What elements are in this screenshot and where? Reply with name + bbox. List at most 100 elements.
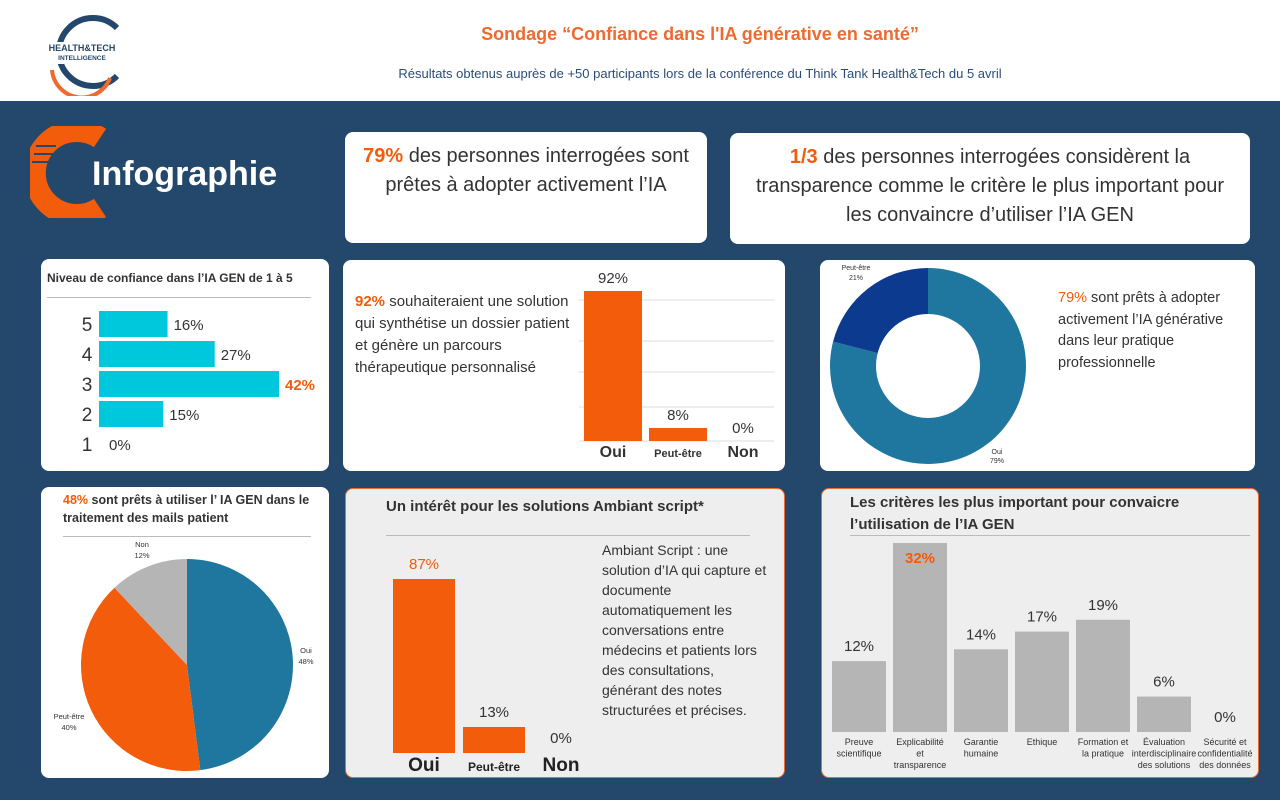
mails-pie-slice xyxy=(114,559,187,665)
adoption-donut-category-label: Peut-être xyxy=(842,265,871,272)
synthese-highlight: 92% xyxy=(355,293,386,310)
kpi-transparence-text: 1/3 des personnes interrogées considèren… xyxy=(730,143,1250,230)
confidence-value-label: 16% xyxy=(174,317,204,334)
card-synthese: 92% souhaiteraient une solution qui synt… xyxy=(343,260,785,471)
mails-pie-category-label: Non xyxy=(135,540,149,549)
ambiant-description: Ambiant Script : une solution d’IA qui c… xyxy=(602,542,767,718)
kpi-card-adoption: 79% des personnes interrogées sont prête… xyxy=(345,132,707,243)
health-tech-logo: HEALTH&TECH INTELLIGENCE xyxy=(22,15,142,96)
confidence-bar xyxy=(99,371,279,397)
ambiant-value-label: 0% xyxy=(550,730,572,747)
synthese-bar xyxy=(584,291,642,441)
adoption-donut-category-label: Oui xyxy=(992,449,1003,456)
criteres-category-label: Évaluation interdisciplinaire des solution… xyxy=(1132,737,1197,770)
kpi-transparence-highlight: 1/3 xyxy=(789,146,818,168)
logo-line1: HEALTH&TECH xyxy=(49,43,116,53)
mails-body: sont prêts à utiliser l’ IA GEN dans le … xyxy=(63,493,310,525)
confidence-divider xyxy=(47,297,311,298)
kpi-card-transparence: 1/3 des personnes interrogées considèren… xyxy=(730,133,1250,244)
criteres-category-label: Explicabilité et transparence xyxy=(894,737,947,770)
criteres-bar xyxy=(893,543,947,732)
kpi-transparence-body: des personnes interrogées considèrent la… xyxy=(756,146,1224,226)
criteres-chart: 12% Preuve scientifique 32% Explicabilité et t… xyxy=(832,543,1253,770)
ambiant-divider xyxy=(386,535,750,536)
mails-highlight: 48% xyxy=(63,493,89,507)
mails-pie-chart: Oui 48% Peut-être 40% Non 12% xyxy=(54,540,314,771)
confidence-value-label: 27% xyxy=(221,347,251,364)
ambiant-value-label: 87% xyxy=(409,556,439,573)
criteres-bar xyxy=(832,661,886,732)
adoption-donut-chart: Oui 79% Peut-être 21% xyxy=(830,265,1026,465)
synthese-value-label: 8% xyxy=(667,407,689,424)
confidence-category-label: 3 xyxy=(82,375,93,396)
mails-divider xyxy=(63,536,311,537)
adoption-donut-hole xyxy=(876,314,980,418)
kpi-adoption-highlight: 79% xyxy=(363,145,404,167)
criteres-category-label: Formation et la pratique xyxy=(1078,737,1129,759)
confidence-category-label: 2 xyxy=(82,405,93,426)
adoption-donut-highlight: 79% xyxy=(1058,290,1088,306)
confidence-bar xyxy=(99,311,168,337)
confidence-title: Niveau de confiance dans l’IA GEN de 1 à… xyxy=(47,271,293,285)
confidence-bar xyxy=(99,341,215,367)
criteres-value-label: 17% xyxy=(1027,609,1057,626)
card-confidence: Niveau de confiance dans l’IA GEN de 1 à… xyxy=(41,259,329,471)
ambiant-category-label: Oui xyxy=(408,755,440,776)
card-adoption-donut: Oui 79% Peut-être 21% 79% sont prêts à adop… xyxy=(820,260,1255,471)
synthese-category-label: Non xyxy=(727,444,758,461)
header: HEALTH&TECH INTELLIGENCE Sondage “Confia… xyxy=(0,0,1280,101)
mails-pie-value-label: 40% xyxy=(61,723,76,732)
ambiant-bar xyxy=(463,727,525,753)
synthese-text: 92% souhaiteraient une solution qui synt… xyxy=(355,291,575,379)
synthese-category-label: Oui xyxy=(600,444,627,461)
criteres-category-label: Preuve scientifique xyxy=(836,737,881,759)
confidence-category-label: 4 xyxy=(82,345,93,366)
criteres-value-label: 14% xyxy=(966,626,996,643)
ambiant-category-label: Peut-être xyxy=(468,760,520,774)
ambiant-category-label: Non xyxy=(543,755,580,776)
synthese-bar xyxy=(649,427,707,441)
synthese-body: souhaiteraient une solution qui synthéti… xyxy=(355,293,570,376)
confidence-value-label: 0% xyxy=(109,437,131,454)
mails-title: 48% sont prêts à utiliser l’ IA GEN dans… xyxy=(63,491,325,527)
confidence-value-label: 42% xyxy=(285,377,315,394)
adoption-donut-text: 79% sont prêts à adopter activement l’IA… xyxy=(1058,288,1233,374)
criteres-category-label: Garantie humaine xyxy=(964,737,999,759)
adoption-donut-value-label: 79% xyxy=(990,458,1004,465)
criteres-bar xyxy=(1137,696,1191,732)
kpi-adoption-text: 79% des personnes interrogées sont prête… xyxy=(345,142,707,200)
card-mails: 48% sont prêts à utiliser l’ IA GEN dans… xyxy=(41,487,329,778)
infographie-emblem-icon xyxy=(30,126,107,218)
synthese-value-label: 92% xyxy=(598,270,628,287)
infographie-label: Infographie xyxy=(92,155,278,193)
criteres-title: Les critères les plus important pour con… xyxy=(850,494,1180,533)
mails-pie-value-label: 48% xyxy=(298,657,313,666)
criteres-value-label: 0% xyxy=(1214,709,1236,726)
criteres-value-label: 12% xyxy=(844,638,874,655)
criteres-category-label: Ethique xyxy=(1027,737,1058,747)
mails-pie-slice xyxy=(187,559,294,771)
ambiant-value-label: 13% xyxy=(479,704,509,721)
adoption-donut-value-label: 21% xyxy=(849,275,863,282)
criteres-divider xyxy=(850,535,1250,536)
ambiant-bar xyxy=(393,579,455,753)
criteres-bar xyxy=(1076,619,1130,732)
confidence-value-label: 15% xyxy=(169,407,199,424)
synthese-value-label: 0% xyxy=(732,420,754,437)
confidence-chart: 5 16% 4 27% 3 42% 2 15% 1 0% xyxy=(82,311,315,456)
criteres-value-label: 6% xyxy=(1153,674,1175,691)
kpi-adoption-body: des personnes interrogées sont prêtes à … xyxy=(385,145,689,196)
card-ambiant: Un intérêt pour les solutions Ambiant sc… xyxy=(345,488,785,778)
page-title: Sondage “Confiance dans l'IA générative … xyxy=(481,24,919,44)
synthese-chart: 92% Oui 8% Peut-être 0% Non xyxy=(579,270,774,461)
mails-pie-category-label: Peut-être xyxy=(54,712,85,721)
confidence-bar xyxy=(99,401,164,427)
criteres-value-label: 19% xyxy=(1088,597,1118,614)
ambiant-title: Un intérêt pour les solutions Ambiant sc… xyxy=(386,498,704,515)
mails-pie-slice xyxy=(80,587,201,771)
logo-line2: INTELLIGENCE xyxy=(58,55,106,62)
criteres-bar xyxy=(1015,631,1069,732)
criteres-category-label: Sécurité et confidentialité des données xyxy=(1197,737,1252,770)
adoption-donut-body: sont prêts à adopter activement l’IA gén… xyxy=(1058,290,1224,371)
page-subtitle: Résultats obtenus auprès de +50 particip… xyxy=(398,66,1002,81)
